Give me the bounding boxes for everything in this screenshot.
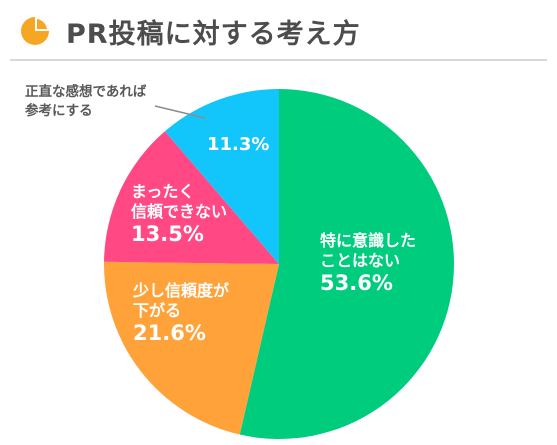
header-divider [10, 59, 547, 61]
chart-header: PR投稿に対する考え方 [0, 0, 557, 62]
slice-percent-label: 13.5% [131, 222, 204, 246]
pie-slice [164, 89, 279, 264]
slice-category-label: 特に意識した [320, 231, 416, 250]
chart-title: PR投稿に対する考え方 [66, 19, 361, 50]
leader-line [154, 105, 206, 119]
slice-category-label: 下がる [133, 301, 181, 320]
pie-slice [239, 89, 455, 439]
pie-slice [103, 261, 279, 435]
slice-percent-label: 21.6% [133, 321, 206, 345]
slice-percent-label: 53.6% [320, 271, 393, 295]
slice-category-label: 信頼できない [131, 202, 227, 221]
slice-category-label: 正直な感想であれば [25, 83, 147, 100]
slice-category-label: ことはない [320, 251, 400, 270]
slice-percent-label: 11.3% [207, 134, 269, 155]
slice-category-label: まったく [131, 182, 194, 201]
slice-category-label: 少し信頼度が [132, 281, 229, 300]
pie-slice [104, 131, 279, 264]
pie-chart-icon [21, 17, 49, 45]
slice-category-label: 参考にする [25, 102, 93, 119]
